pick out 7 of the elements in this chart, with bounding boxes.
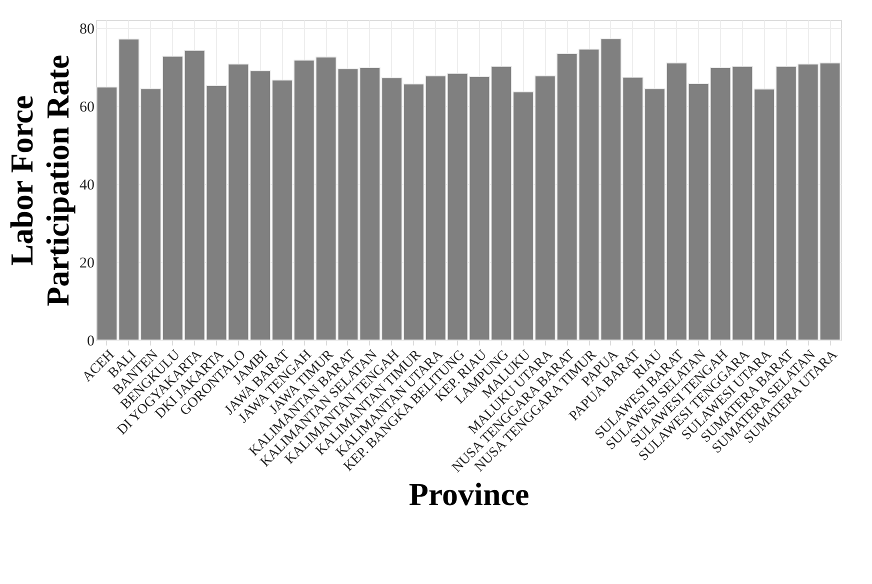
y-axis-title: Labor Force Participation Rate bbox=[4, 54, 76, 306]
x-axis-title: Province bbox=[408, 476, 530, 512]
y-tick-label: 80 bbox=[80, 21, 94, 38]
y-tick-label: 40 bbox=[80, 177, 94, 194]
y-tick-label: 20 bbox=[80, 255, 94, 272]
y-tick-label: 0 bbox=[87, 334, 94, 350]
y-tick-label: 60 bbox=[80, 99, 94, 116]
